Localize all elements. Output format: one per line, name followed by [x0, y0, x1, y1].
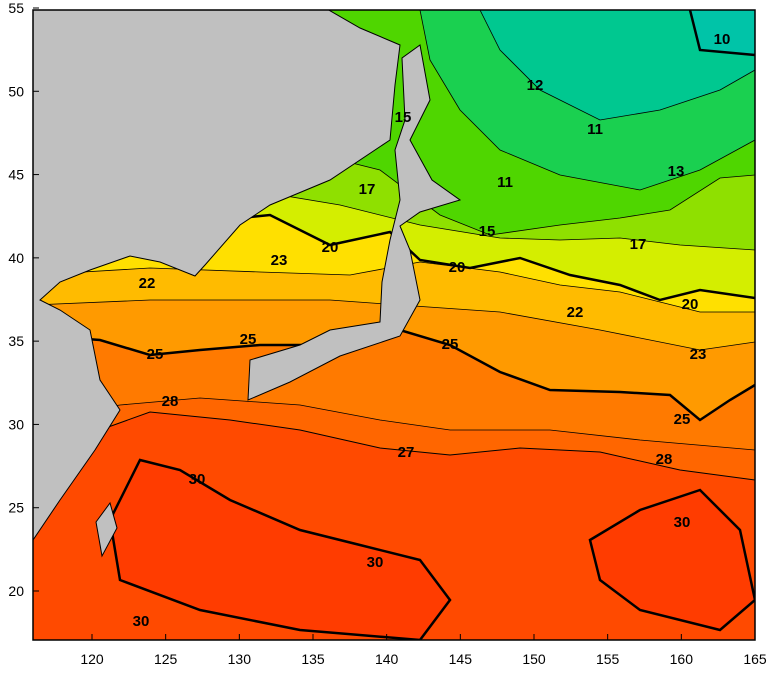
contour-label: 25	[442, 336, 459, 353]
contour-label: 22	[567, 304, 584, 321]
y-tick-label: 55	[8, 0, 24, 16]
contour-label: 22	[139, 275, 156, 292]
contour-label: 11	[497, 174, 513, 191]
x-tick-label: 130	[228, 651, 252, 667]
contour-label: 13	[668, 163, 685, 180]
isotherm	[33, 397, 755, 451]
contour-label: 25	[240, 331, 257, 348]
x-tick-label: 165	[743, 651, 767, 667]
contour-label: 28	[162, 393, 179, 410]
contour-label: 25	[147, 346, 164, 363]
contour-label: 10	[714, 31, 731, 48]
contour-label: 20	[682, 296, 699, 313]
y-tick-label: 40	[8, 250, 24, 266]
isotherm	[479, 10, 755, 121]
y-tick-label: 25	[8, 500, 24, 516]
contour-label: 30	[367, 554, 384, 571]
x-tick-label: 155	[596, 651, 620, 667]
contour-label: 17	[630, 236, 647, 253]
isotherm-30	[108, 458, 452, 640]
x-tick-label: 135	[301, 651, 325, 667]
contour-label: 23	[271, 252, 288, 269]
y-tick-label: 35	[8, 333, 24, 349]
contour-label: 28	[656, 451, 673, 468]
y-tick-label: 45	[8, 167, 24, 183]
isotherm	[419, 10, 755, 191]
contour-label: 20	[449, 259, 466, 276]
isotherm	[33, 213, 755, 302]
map-area: 10 12 11 11 13 15 17 15 17 20 23 20 22 22 20 25 25 25 23 28…	[33, 10, 755, 640]
x-tick-label: 160	[670, 651, 694, 667]
contour-label: 27	[398, 444, 415, 461]
contour-label: 11	[587, 121, 603, 138]
y-tick-label: 30	[8, 416, 24, 432]
contour-label: 15	[395, 109, 412, 126]
isotherm	[688, 10, 755, 57]
isotherm	[33, 328, 755, 422]
contour-label: 23	[690, 346, 707, 363]
temperature-band	[690, 10, 755, 55]
x-tick-label: 150	[522, 651, 546, 667]
x-tick-label: 125	[154, 651, 178, 667]
x-tick-label: 120	[80, 651, 104, 667]
temperature-band	[480, 10, 755, 120]
contour-label: 12	[527, 77, 544, 94]
x-tick-label: 145	[449, 651, 473, 667]
contour-label: 20	[322, 239, 339, 256]
isotherm-30	[588, 488, 755, 632]
y-tick-label: 50	[8, 83, 24, 99]
y-tick-label: 20	[8, 583, 24, 599]
isotherm	[33, 411, 755, 481]
contour-label: 25	[674, 411, 691, 428]
contour-label: 17	[359, 181, 376, 198]
contour-label: 30	[189, 471, 206, 488]
contour-label: 30	[133, 613, 150, 630]
land	[247, 44, 462, 401]
land	[95, 501, 118, 558]
land	[33, 10, 401, 541]
x-tick-label: 140	[375, 651, 399, 667]
contour-label: 30	[674, 514, 691, 531]
map-frame	[32, 9, 756, 641]
contour-label: 15	[479, 223, 496, 240]
